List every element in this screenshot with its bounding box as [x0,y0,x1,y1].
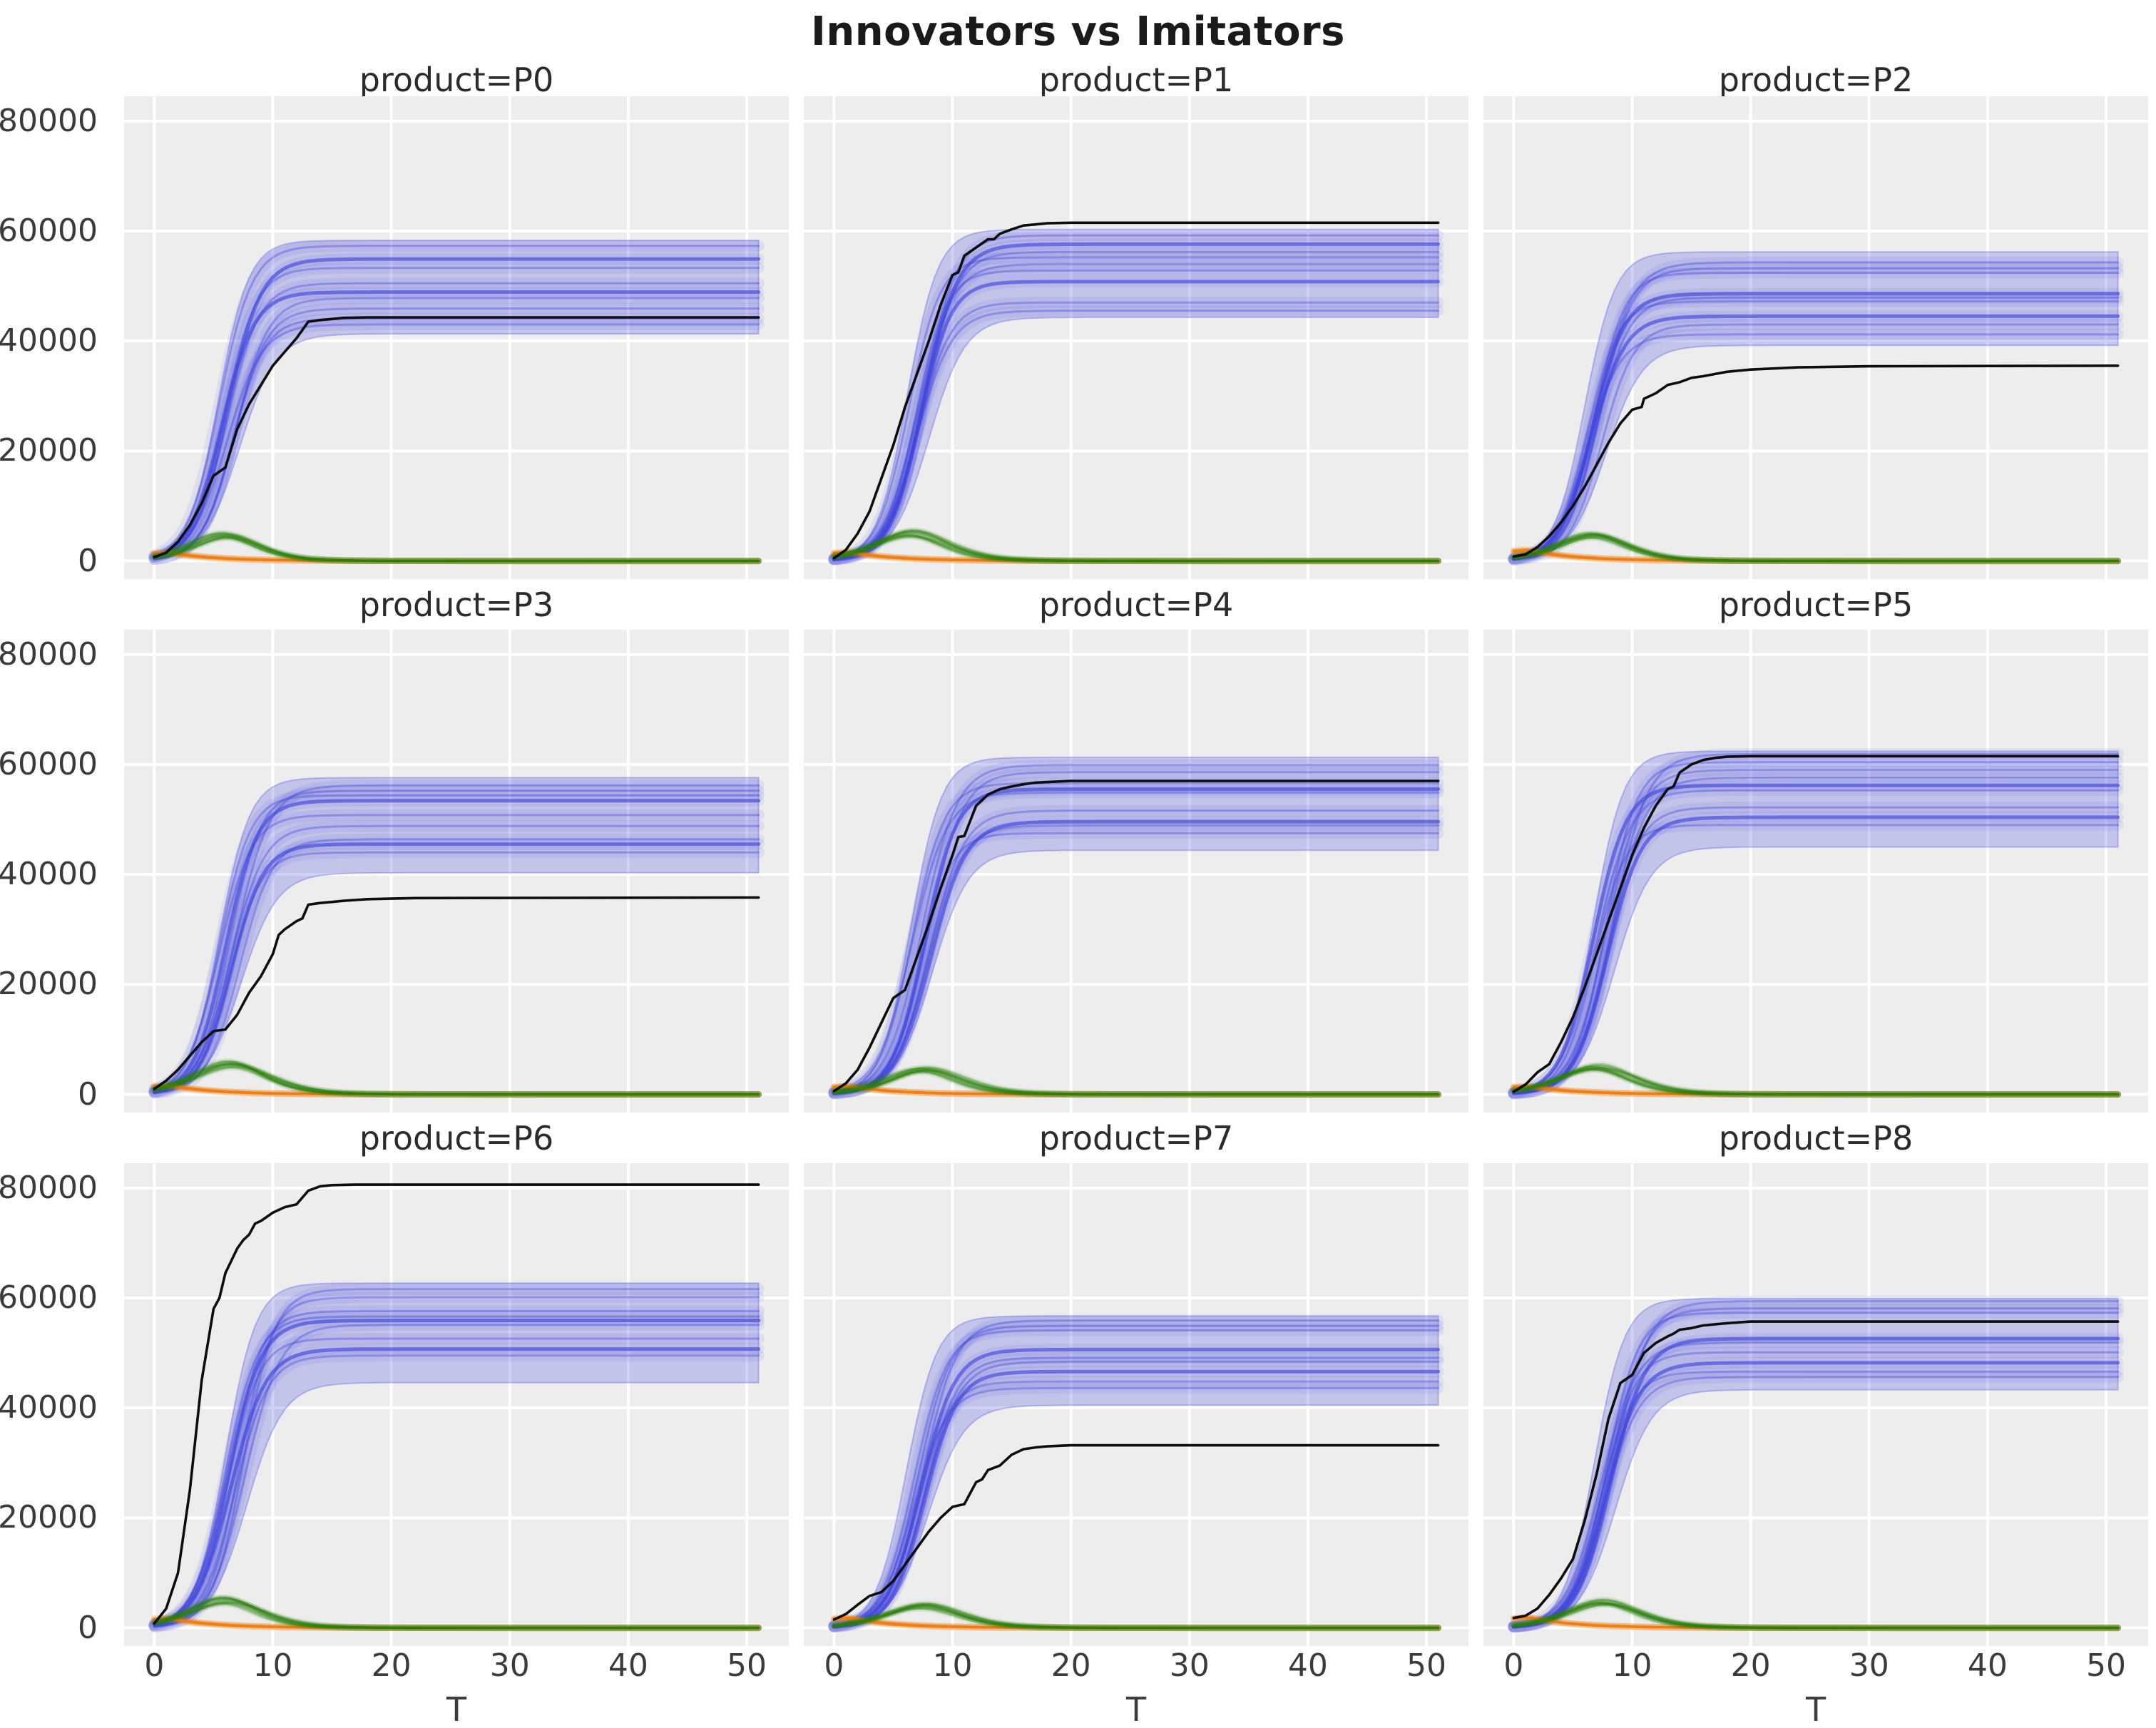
x-axis-title: T [1125,1690,1147,1728]
x-tick-label: 50 [727,1647,767,1684]
x-tick-label: 10 [252,1647,293,1684]
x-tick-label: 40 [1967,1647,2008,1684]
plot-p4 [804,630,1468,1113]
y-axis-labels-row2: 80000 60000 40000 20000 0 [0,630,109,1113]
x-tick-label: 20 [371,1647,412,1684]
x-tick-label: 50 [1406,1647,1446,1684]
x-axis-title: T [1805,1690,1827,1728]
spacer [0,1646,109,1728]
spacer [0,63,109,96]
x-axis-col3: T 0 10 20 30 40 50 [1483,1646,2148,1728]
x-tick-label: 20 [1051,1647,1091,1684]
x-tick-label: 40 [1287,1647,1328,1684]
x-tick-label: 0 [144,1647,165,1684]
x-tick-label: 30 [1849,1647,1889,1684]
subplot-title-p7: product=P7 [1038,1118,1234,1157]
y-tick-label: 60000 [0,745,98,782]
x-axis-title: T [446,1690,467,1728]
plot-p1 [804,96,1468,579]
spacer [0,1113,109,1163]
x-tick-label: 0 [1503,1647,1524,1684]
subplot-title-p3: product=P3 [359,585,554,624]
x-axis-col2: T 0 10 20 30 40 50 [804,1646,1468,1728]
y-tick-label: 80000 [0,1169,98,1206]
y-tick-label: 60000 [0,1279,98,1316]
plot-p3 [124,630,789,1113]
x-tick-label: 10 [1612,1647,1652,1684]
y-tick-label: 80000 [0,635,98,673]
spacer [0,579,109,630]
y-axis-labels-row3: 80000 60000 40000 20000 0 [0,1163,109,1646]
y-tick-label: 40000 [0,322,98,359]
subplot-title-p0: product=P0 [359,60,554,99]
x-tick-label: 0 [824,1647,844,1684]
figure-title: Innovators vs Imitators [811,8,1345,55]
y-axis-labels-row1: 80000 60000 40000 20000 0 [0,96,109,579]
y-tick-label: 0 [78,1075,98,1113]
subplot-title-p8: product=P8 [1718,1118,1914,1157]
subplot-title-p2: product=P2 [1718,60,1914,99]
subplot-grid: product=P0 product=P1 product=P2 80000 60… [0,60,2148,1728]
x-tick-label: 30 [489,1647,530,1684]
y-tick-label: 0 [78,542,98,579]
subplot-title-p1: product=P1 [1038,60,1234,99]
y-tick-label: 20000 [0,432,98,469]
y-tick-label: 20000 [0,1499,98,1536]
x-tick-label: 50 [2086,1647,2126,1684]
plot-p5 [1483,630,2148,1113]
x-tick-label: 10 [932,1647,973,1684]
y-tick-label: 60000 [0,212,98,249]
plot-p7 [804,1163,1468,1646]
subplot-title-p6: product=P6 [359,1118,554,1157]
plot-p8 [1483,1163,2148,1646]
y-tick-label: 40000 [0,856,98,893]
x-tick-label: 30 [1169,1647,1210,1684]
x-axis-col1: T 0 10 20 30 40 50 [124,1646,789,1728]
subplot-title-p5: product=P5 [1718,585,1914,624]
x-tick-label: 40 [608,1647,648,1684]
y-tick-label: 0 [78,1609,98,1646]
y-tick-label: 20000 [0,966,98,1003]
y-tick-label: 40000 [0,1389,98,1426]
plot-p0 [124,96,789,579]
x-tick-label: 20 [1730,1647,1771,1684]
plot-p6 [124,1163,789,1646]
plot-p2 [1483,96,2148,579]
y-tick-label: 80000 [0,102,98,139]
subplot-title-p4: product=P4 [1038,585,1234,624]
